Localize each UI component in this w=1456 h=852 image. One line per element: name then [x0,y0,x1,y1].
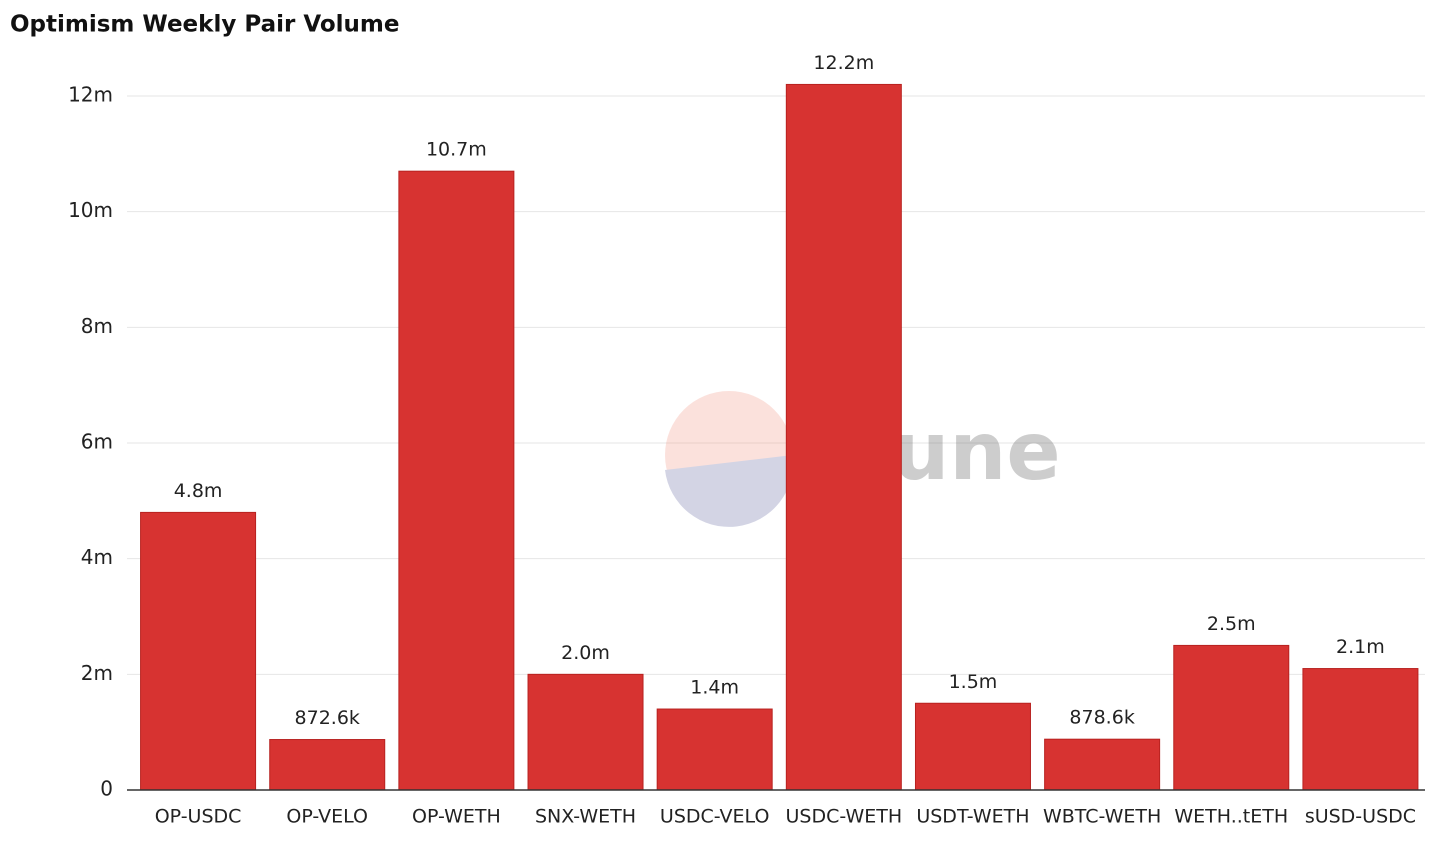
data-label: 2.1m [1336,636,1385,658]
bar [1302,668,1419,791]
watermark-logo-part [665,455,794,527]
data-label: 2.5m [1207,613,1256,635]
x-tick-label: sUSD-USDC [1305,806,1416,828]
bar [1173,644,1290,791]
data-label: 872.6k [295,707,360,729]
data-label: 12.2m [813,52,874,74]
data-label: 2.0m [561,642,610,664]
bar [914,702,1031,791]
x-tick-label: USDT-WETH [916,806,1029,828]
data-label: 1.4m [690,677,739,699]
x-tick-label: USDC-VELO [660,806,769,828]
y-tick-label: 2m [81,661,113,685]
x-tick-label: OP-WETH [412,806,501,828]
y-tick-label: 4m [81,545,113,569]
x-tick-label: USDC-WETH [786,806,903,828]
bar [269,739,386,791]
x-tick-label: WBTC-WETH [1043,806,1161,828]
bar [140,511,257,791]
watermark-logo [665,391,793,519]
y-tick-label: 10m [68,198,113,222]
x-tick-label: OP-USDC [155,806,242,828]
y-tick-label: 6m [81,430,113,454]
data-label: 1.5m [949,671,998,693]
y-tick-label: 8m [81,314,113,338]
bar [1044,738,1161,791]
bar [656,708,773,791]
bar [785,83,902,791]
data-label: 10.7m [426,139,487,161]
bar [527,673,644,791]
y-tick-label: 0 [100,777,113,801]
x-tick-label: WETH..tETH [1174,806,1288,828]
chart-title: Optimism Weekly Pair Volume [10,12,400,38]
x-tick-label: OP-VELO [286,806,368,828]
y-tick-label: 12m [68,83,113,107]
data-label: 4.8m [174,480,223,502]
x-tick-label: SNX-WETH [535,806,636,828]
data-label: 878.6k [1069,707,1134,729]
bar [398,170,515,791]
